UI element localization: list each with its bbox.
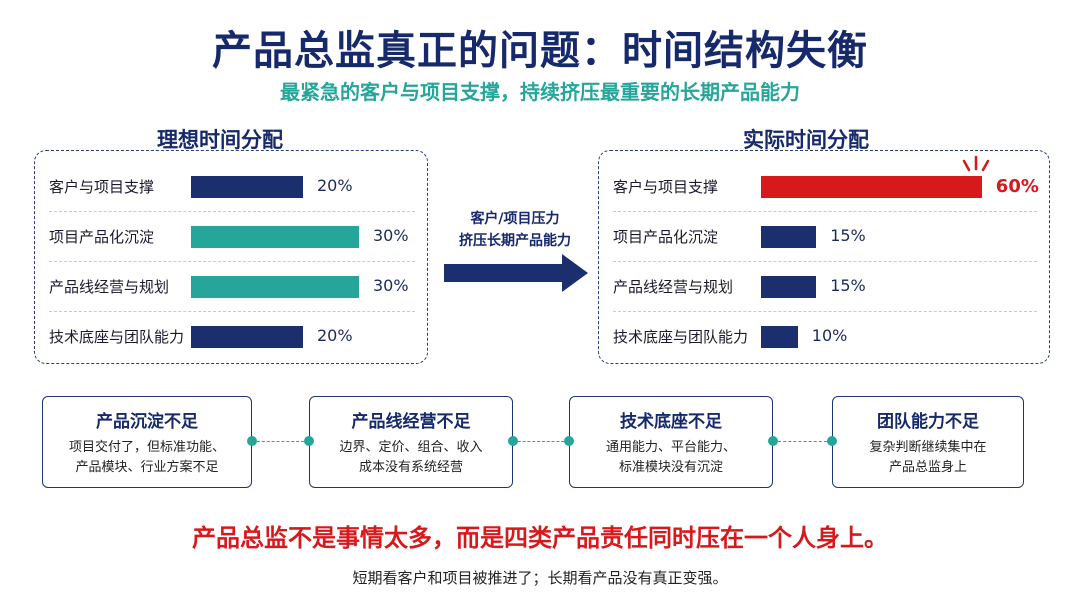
conclusion-text: 产品总监不是事情太多，而是四类产品责任同时压在一个人身上。: [192, 524, 888, 552]
card-tech-foundation: 技术底座不足 通用能力、平台能力、 标准模块没有沉淀: [569, 396, 773, 488]
bar: [191, 176, 303, 198]
card-line: 复杂判断继续集中在: [869, 440, 987, 455]
card-product-line-operation: 产品线经营不足 边界、定价、组合、收入 成本没有系统经营: [309, 396, 513, 488]
row-separator: [613, 261, 1037, 262]
card-connector: [773, 441, 832, 442]
actual-panel-title: 实际时间分配: [743, 128, 869, 152]
row-separator: [49, 311, 415, 312]
bar-value-label: 10%: [811, 326, 848, 345]
row-label: 技术底座与团队能力: [613, 328, 749, 346]
page-title: 产品总监真正的问题：时间结构失衡: [212, 28, 868, 74]
bar: [191, 276, 359, 298]
bar: [761, 326, 798, 348]
bar-value-label: 15%: [830, 276, 866, 295]
row-separator: [49, 261, 415, 262]
footnote-text: 短期看客户和项目被推进了；长期看产品没有真正变强。: [352, 569, 728, 587]
card-product-deposit: 产品沉淀不足 项目交付了，但标准功能、 产品模块、行业方案不足: [42, 396, 252, 488]
bar: [761, 176, 982, 198]
connector-dot: [247, 436, 257, 446]
card-team-capability: 团队能力不足 复杂判断继续集中在 产品总监身上: [832, 396, 1024, 488]
arrow-caption-line2: 挤压长期产品能力: [459, 233, 571, 249]
card-title: 团队能力不足: [877, 412, 979, 432]
arrow-shape: [444, 254, 588, 292]
connector-dot: [508, 436, 518, 446]
card-title: 产品线经营不足: [351, 412, 471, 432]
card-connector: [252, 441, 309, 442]
connector-dot: [564, 436, 574, 446]
row-separator: [613, 311, 1037, 312]
row-label: 技术底座与团队能力: [49, 328, 185, 346]
card-title: 产品沉淀不足: [96, 412, 198, 432]
connector-dot: [304, 436, 314, 446]
card-line: 项目交付了，但标准功能、: [68, 440, 225, 455]
arrow-caption-line1: 客户/项目压力: [470, 211, 560, 227]
card-line: 产品总监身上: [888, 460, 967, 475]
row-label: 客户与项目支撑: [49, 178, 155, 196]
row-separator: [613, 211, 1037, 212]
row-label: 产品线经营与规划: [49, 278, 170, 296]
row-separator: [49, 211, 415, 212]
bar-value-label: 20%: [317, 176, 353, 195]
connector-dot: [768, 436, 778, 446]
bar-value-label: 15%: [830, 226, 866, 245]
card-connector: [513, 441, 569, 442]
card-line: 通用能力、平台能力、: [605, 440, 736, 455]
bar: [191, 226, 359, 248]
connector-dot: [827, 436, 837, 446]
bar: [761, 276, 817, 298]
card-line: 标准模块没有沉淀: [618, 460, 723, 475]
card-line: 边界、定价、组合、收入: [339, 440, 483, 455]
row-label: 项目产品化沉淀: [49, 228, 155, 246]
bar-value-label: 60%: [995, 176, 1039, 197]
ideal-allocation-panel: 客户与项目支撑 20% 项目产品化沉淀 30% 产品线经营与规划 30% 技术底座与团队能力…: [34, 150, 428, 364]
bar-value-label: 20%: [317, 326, 353, 345]
card-line: 成本没有系统经营: [358, 460, 463, 475]
card-line: 产品模块、行业方案不足: [75, 460, 219, 475]
bar-value-label: 30%: [373, 276, 409, 295]
ideal-panel-title: 理想时间分配: [157, 128, 283, 152]
bar: [191, 326, 303, 348]
emphasis-burst-icon: [962, 155, 990, 172]
card-title: 技术底座不足: [620, 412, 722, 432]
page-subtitle: 最紧急的客户与项目支撑，持续挤压最重要的长期产品能力: [280, 80, 800, 104]
row-label: 客户与项目支撑: [613, 178, 719, 196]
actual-allocation-panel: 客户与项目支撑 60% 项目产品化沉淀 15% 产品线经营与规划 15% 技术底座与团队能力…: [598, 150, 1050, 364]
bar: [761, 226, 817, 248]
row-label: 项目产品化沉淀: [613, 228, 719, 246]
row-label: 产品线经营与规划: [613, 278, 734, 296]
bar-value-label: 30%: [373, 226, 409, 245]
right-arrow-icon: [444, 254, 588, 292]
